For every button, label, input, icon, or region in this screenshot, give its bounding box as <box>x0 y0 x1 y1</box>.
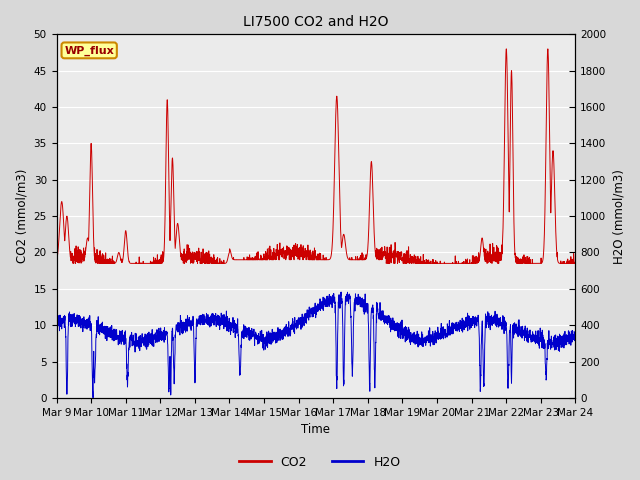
Y-axis label: H2O (mmol/m3): H2O (mmol/m3) <box>612 168 625 264</box>
X-axis label: Time: Time <box>301 423 330 436</box>
Text: WP_flux: WP_flux <box>64 45 114 56</box>
Legend: CO2, H2O: CO2, H2O <box>234 451 406 474</box>
Y-axis label: CO2 (mmol/m3): CO2 (mmol/m3) <box>15 169 28 264</box>
Title: LI7500 CO2 and H2O: LI7500 CO2 and H2O <box>243 15 388 29</box>
